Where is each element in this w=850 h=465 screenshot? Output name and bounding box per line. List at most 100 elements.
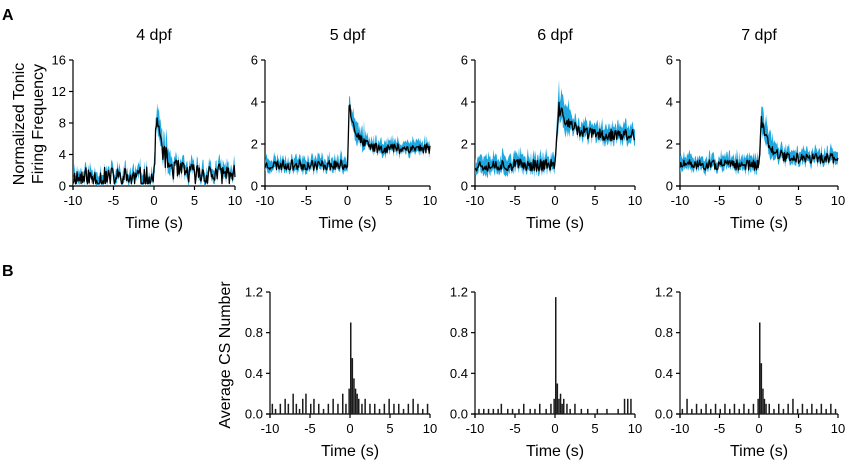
histogram-bar [559,393,562,414]
mean-trace [72,117,236,185]
x-tick-label: -5 [108,193,120,208]
histogram-bar [402,408,405,414]
y-tick-label: 0.0 [450,407,468,422]
x-tick-label: 5 [795,193,802,208]
histogram-bar [345,403,347,414]
histogram-bar [364,398,366,415]
histogram-bar [511,408,514,414]
y-tick-label: 1.2 [450,285,468,300]
histogram-bar [274,408,277,414]
x-tick-label: 0 [755,421,762,436]
histogram-bar [351,358,354,414]
chart-a-7dpf: 0 2 4 6 -10 -5 0 5 10 Time (s) 7 dpf [666,27,845,232]
histogram-bar [566,403,568,414]
histogram-bar [792,398,794,415]
histogram-bar [500,403,503,414]
x-tick-label: 10 [831,421,845,436]
histogram-bar [815,408,818,414]
x-axis-label: Time (s) [526,215,584,232]
x-tick-label: 0 [551,421,558,436]
histogram-bar [768,403,770,414]
x-tick-label: -10 [671,421,690,436]
histogram-bar [518,408,520,414]
histogram-bar [313,398,315,415]
histogram-bar [298,408,301,414]
histogram-bar [353,378,355,414]
x-tick-label: 10 [228,193,242,208]
histogram-bar [558,398,560,415]
histogram-bar [342,393,344,414]
histogram-bar [393,403,395,414]
histogram-bar [796,408,799,414]
panel-a-ylabel-line2: Firing Frequency [30,64,47,184]
histogram-bar [417,403,419,414]
x-tick-label: 5 [795,421,802,436]
x-axis-label: Time (s) [125,215,183,232]
x-axis-label: Time (s) [730,443,788,460]
y-tick-label: 16 [52,53,66,68]
histogram-bar [556,383,559,414]
y-tick-label: 2 [251,137,258,152]
charts-layer: 0 4 8 12 16 -10 -5 0 5 10 Time (s) 4 dpf 0 2 4 6 -10 -5 0 5… [52,27,846,460]
y-tick-label: 4 [461,95,468,110]
y-tick-label: 6 [666,53,673,68]
chart-b-7dpf: 0.0 0.4 0.8 1.2 -10 -5 0 5 10 Time (s) [655,285,845,461]
histogram-bar [733,403,736,414]
histogram-bar [719,408,721,414]
histogram-bar [407,403,410,414]
x-tick-label: 0 [344,193,351,208]
y-tick-label: 6 [251,53,258,68]
histogram-bar [398,403,400,414]
histogram-bar [765,403,767,414]
histogram-bar [332,398,334,415]
chart-title: 6 dpf [537,27,573,44]
chart-title: 7 dpf [741,27,777,44]
histogram-bar [356,393,358,414]
histogram-bar [695,403,698,414]
chart-b-6dpf: 0.0 0.4 0.8 1.2 -10 -5 0 5 10 Time (s) [450,285,642,461]
histogram-bar [743,403,745,414]
histogram-bar [529,408,531,414]
chart-b-5dpf: 0.0 0.4 0.8 1.2 -10 -5 0 5 10 Time (s) [245,285,437,461]
histogram-bar [773,408,775,414]
histogram-bar [806,408,808,414]
y-tick-label: 4 [666,95,673,110]
y-tick-label: 1.2 [245,285,263,300]
histogram-bar [327,403,330,414]
histogram-bar [834,408,837,414]
histogram-bar [762,388,764,414]
y-tick-label: 0.0 [655,407,673,422]
y-tick-label: 12 [52,84,66,99]
histogram-bar [561,403,563,414]
histogram-bar [295,403,298,414]
histogram-bar [830,403,832,414]
x-tick-label: 5 [386,421,393,436]
y-tick-label: 0.0 [245,407,263,422]
mean-trace [264,104,431,171]
y-tick-label: 0 [59,179,66,194]
histogram-bar [700,408,702,414]
histogram-bar [388,398,390,415]
y-tick-label: 0.4 [245,366,263,381]
histogram-bar [497,408,499,414]
histogram-bar [738,408,740,414]
histogram-bar [596,408,599,414]
histogram-bar [292,393,294,414]
histogram-bar [553,398,555,415]
histogram-bar [305,393,307,414]
x-tick-label: -5 [304,421,316,436]
histogram-bar [534,408,536,414]
x-tick-label: 5 [385,193,392,208]
histogram-bar [686,398,688,415]
histogram-bar [354,388,357,414]
histogram-bar [617,408,619,414]
histogram-bar [569,408,571,414]
histogram-bar [492,408,495,414]
histogram-bar [374,403,376,414]
y-tick-label: 0.8 [245,325,263,340]
histogram-bar [358,398,360,415]
histogram-bar [729,408,731,414]
x-tick-label: -10 [261,421,280,436]
y-tick-label: 6 [461,53,468,68]
histogram-bar [322,408,325,414]
